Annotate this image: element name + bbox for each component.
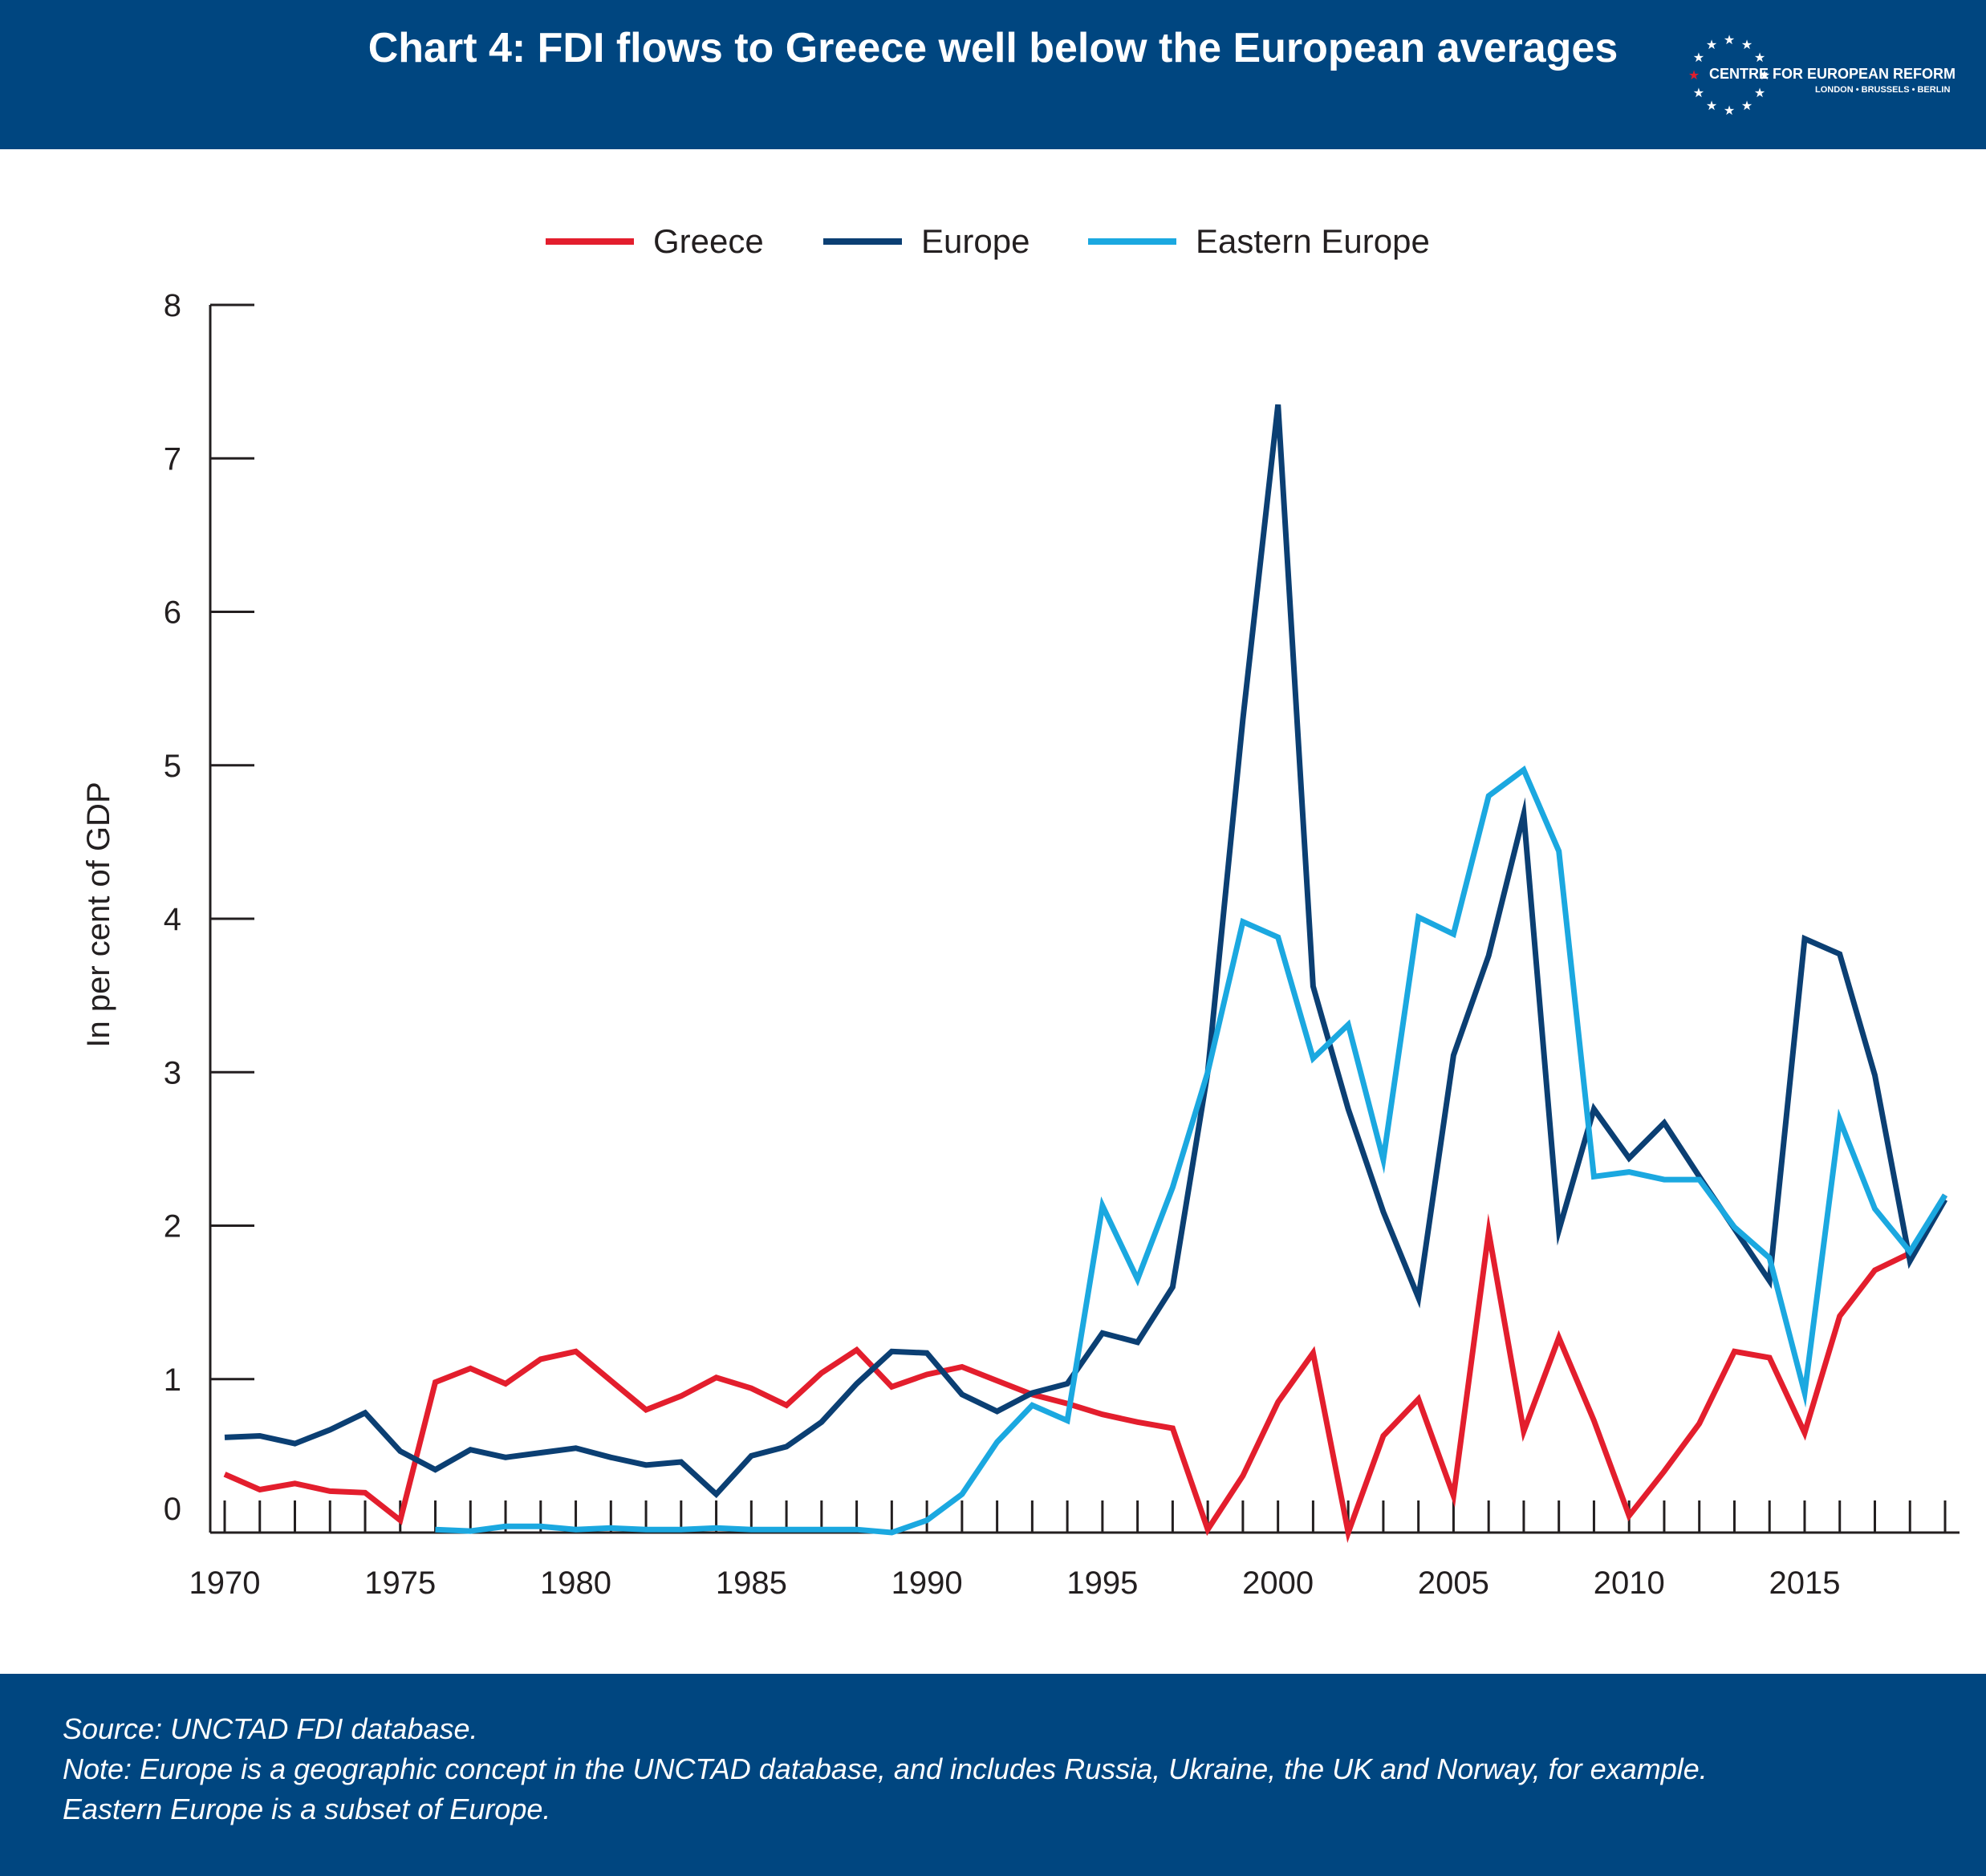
logo-star: ★ [1741, 39, 1752, 52]
logo-star: ★ [1741, 99, 1752, 113]
y-tick-label: 2 [164, 1209, 181, 1245]
y-tick-label: 3 [164, 1055, 181, 1090]
logo-star: ★ [1693, 87, 1704, 100]
x-tick-label: 2015 [1769, 1565, 1840, 1601]
y-tick-label: 0 [164, 1492, 181, 1527]
logo-star: ★ [1754, 51, 1765, 65]
legend-label-europe: Europe [921, 222, 1030, 260]
legend-label-eastern-europe: Eastern Europe [1196, 222, 1430, 260]
logo-star: ★ [1724, 34, 1735, 47]
note-line-1: Note: Europe is a geographic concept in … [63, 1752, 1708, 1785]
series-line-greece [223, 1193, 1947, 1544]
x-tick-label: 1975 [364, 1565, 436, 1601]
y-tick-label: 1 [164, 1362, 181, 1398]
x-tick-label: 2010 [1594, 1565, 1665, 1601]
y-tick-label: 4 [164, 902, 181, 937]
series-line-europe [224, 404, 1948, 1499]
legend-label-greece: Greece [653, 222, 764, 260]
y-tick-label: 5 [164, 749, 181, 784]
y-tick-label: 7 [164, 441, 181, 477]
logo-star: ★ [1693, 51, 1704, 65]
x-tick-label: 1995 [1066, 1565, 1138, 1601]
logo-star: ★ [1706, 39, 1717, 52]
y-tick-label: 6 [164, 595, 181, 631]
series-line-eastern-europe [435, 765, 1947, 1536]
logo-star: ★ [1706, 99, 1717, 113]
note-line-2: Eastern Europe is a subset of Europe. [63, 1793, 551, 1825]
line-chart: 0 1 2 3 4 5 6 7 8 1970 1975 1980 1985 1990 1995 2000 200… [81, 222, 1960, 1601]
eu-stars-icon: ★ ★★★★★★★★★★★ [1688, 34, 1770, 118]
logo-cities: LONDON • BRUSSELS • BERLIN [1815, 85, 1951, 95]
x-tick-label: 1985 [716, 1565, 787, 1601]
cer-logo: ★ ★ ★ ★ ★ ★ ★ ★ ★ ★ ★ ★ CENTRE FOR EUROPEAN REFORM … [1685, 30, 1958, 119]
logo-star: ★ [1759, 69, 1770, 83]
footer-bar: Source: UNCTAD FDI database. Note: Europ… [0, 1674, 1986, 1876]
x-tick-label: 2005 [1418, 1565, 1489, 1601]
x-tick-label: 2000 [1242, 1565, 1314, 1601]
source-note: Source: UNCTAD FDI database. [63, 1712, 478, 1745]
logo-star: ★ [1754, 87, 1765, 100]
logo-name: CENTRE FOR EUROPEAN REFORM [1709, 66, 1956, 82]
header-bar: Chart 4: FDI flows to Greece well below … [0, 0, 1986, 149]
chart-title: Chart 4: FDI flows to Greece well below … [368, 25, 1618, 71]
x-tick-label: 1990 [891, 1565, 963, 1601]
x-tick-label: 1980 [540, 1565, 611, 1601]
logo-star: ★ [1688, 69, 1700, 83]
logo-star: ★ [1724, 104, 1735, 118]
y-tick-label: 8 [164, 288, 181, 323]
y-axis-label: In per cent of GDP [81, 782, 116, 1047]
x-tick-label: 1970 [189, 1565, 261, 1601]
